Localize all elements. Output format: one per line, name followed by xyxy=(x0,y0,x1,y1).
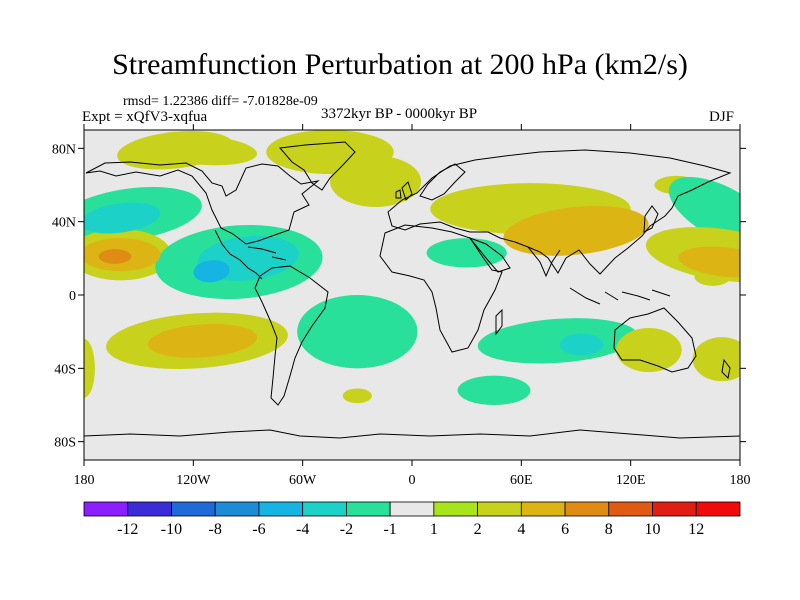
colorbar-label: -6 xyxy=(252,521,265,538)
colorbar-label: -10 xyxy=(161,521,182,538)
colorbar-label: -1 xyxy=(383,521,396,538)
coast-scandinavia xyxy=(419,163,466,201)
anomaly-region xyxy=(193,260,230,283)
season-label: DJF xyxy=(709,109,735,125)
anomaly-region xyxy=(477,318,638,364)
x-tick-label: 60E xyxy=(510,473,533,488)
colorbar-swatch xyxy=(345,501,391,517)
coast-south-america xyxy=(254,265,329,406)
colorbar-label: -4 xyxy=(296,521,309,538)
x-tick-label: 60W xyxy=(289,473,317,488)
colorbar-swatch xyxy=(433,501,479,517)
anomaly-region xyxy=(692,337,740,382)
y-tick-label: 80N xyxy=(52,142,76,157)
experiment-label: Expt = xQfV3-xqfua xyxy=(82,109,208,125)
colorbar-swatch xyxy=(302,501,347,517)
anomaly-layer xyxy=(84,130,740,406)
colorbar-label: -8 xyxy=(209,521,222,538)
x-tick-label: 180 xyxy=(74,473,95,488)
anomaly-region xyxy=(668,176,740,249)
colorbar-label: 8 xyxy=(605,521,613,538)
anomaly-region xyxy=(84,339,95,398)
colorbar-swatch xyxy=(608,501,653,517)
colorbar-swatch xyxy=(83,501,129,517)
colorbar-label: -2 xyxy=(340,521,353,538)
coast-madagascar xyxy=(495,308,503,336)
coast-arabia xyxy=(468,236,511,273)
coast-antarctica xyxy=(84,429,740,439)
coast-australia xyxy=(613,307,697,373)
colorbar-label: 2 xyxy=(474,521,482,538)
colorbar-swatch xyxy=(127,501,172,517)
coast-indonesia xyxy=(569,287,671,305)
anomaly-region xyxy=(342,388,372,404)
colorbar-label: 4 xyxy=(517,521,525,538)
stats-line: rmsd= 1.22386 diff= -7.01828e-09 xyxy=(123,94,318,109)
colorbar-swatch xyxy=(564,501,610,517)
coast-india xyxy=(527,246,561,278)
anomaly-region xyxy=(297,295,418,369)
anomaly-region xyxy=(147,323,257,358)
colorbar-label: 1 xyxy=(430,521,438,538)
anomaly-region xyxy=(147,135,257,166)
x-tick-label: 180 xyxy=(730,473,751,488)
colorbar-label: 12 xyxy=(688,521,704,538)
coast-north-america xyxy=(85,161,320,245)
y-tick-label: 40N xyxy=(52,216,76,231)
coast-japan xyxy=(643,205,659,233)
coast-caribbean xyxy=(247,246,287,261)
coast-central-america xyxy=(214,229,263,280)
period-label: 3372kyr BP - 0000kyr BP xyxy=(321,106,478,122)
x-tick-label: 0 xyxy=(409,473,416,488)
colorbar-swatch xyxy=(171,501,216,517)
y-tick-label: 0 xyxy=(69,289,76,304)
coast-greenland xyxy=(279,141,356,191)
colorbar-label: 6 xyxy=(561,521,569,538)
y-tick-label: 80S xyxy=(54,436,76,451)
colorbar-swatch xyxy=(214,501,260,517)
anomaly-region xyxy=(559,333,604,356)
colorbar-label: -12 xyxy=(117,521,138,538)
coast-british-isles xyxy=(395,181,413,201)
colorbar-swatch xyxy=(520,501,566,517)
anomaly-region xyxy=(503,205,649,256)
coast-new-zealand xyxy=(721,358,731,380)
y-tick-label: 40S xyxy=(54,362,76,377)
coastlines xyxy=(84,141,740,439)
anomaly-region xyxy=(98,249,132,264)
axes: 180 120W 60W 0 60E 120E 180 80N 40N 0 40S 80S xyxy=(52,124,751,488)
anomaly-region xyxy=(84,202,161,234)
x-tick-label: 120W xyxy=(176,473,211,488)
anomaly-region xyxy=(678,246,740,278)
colorbar-swatch xyxy=(652,501,697,517)
anomaly-region xyxy=(330,155,422,207)
anomaly-region xyxy=(457,375,531,406)
anomaly-region xyxy=(426,238,507,268)
colorbar-label: 10 xyxy=(645,521,661,538)
anomaly-region xyxy=(616,328,682,372)
colorbar-swatch xyxy=(389,501,435,517)
chart-title: Streamfunction Perturbation at 200 hPa (… xyxy=(112,48,688,81)
x-tick-label: 120E xyxy=(616,473,646,488)
colorbar-swatch xyxy=(695,501,741,517)
coast-africa xyxy=(379,224,503,353)
colorbar: -12 -10 -8 -6 -4 -2 -1 1 2 4 6 8 10 12 xyxy=(83,501,741,538)
colorbar-swatch xyxy=(477,501,522,517)
colorbar-swatch xyxy=(258,501,304,517)
